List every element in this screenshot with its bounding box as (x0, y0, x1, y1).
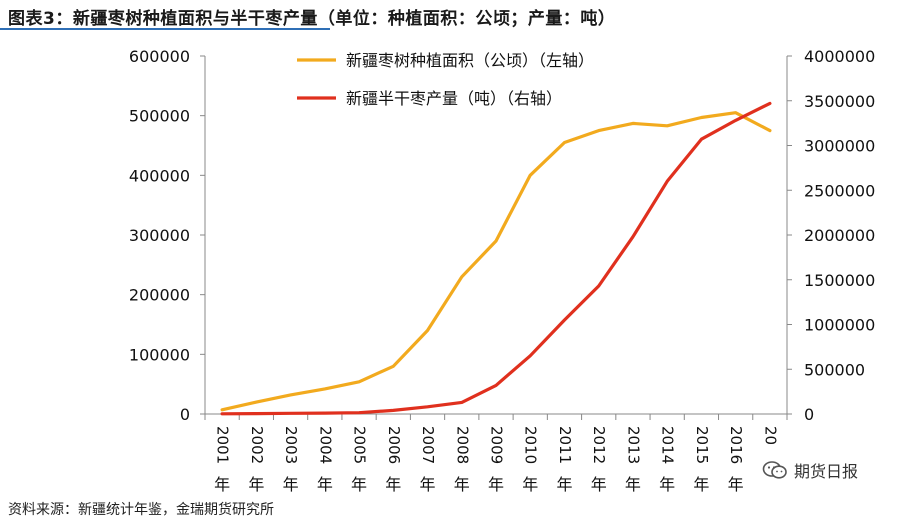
watermark-text: 期货日报 (794, 462, 859, 481)
x-tick-label: 2012 (590, 426, 608, 464)
x-tick-label-unit: 年 (522, 475, 538, 494)
x-tick-label: 2016 (727, 426, 745, 464)
x-tick-label-unit: 年 (385, 475, 401, 494)
x-tick-label: 2005 (351, 426, 369, 464)
x-tick-label: 2010 (522, 426, 540, 464)
source-note: 资料来源：新疆统计年鉴，金瑞期货研究所 (8, 502, 274, 518)
x-tick-label: 2004 (316, 426, 334, 464)
x-tick-label-unit: 年 (248, 475, 264, 494)
x-tick-label-unit: 年 (488, 475, 504, 494)
x-tick-label-unit: 年 (693, 475, 709, 494)
planting-area-series-line (220, 111, 772, 412)
y-left-tick-label: 200000 (129, 286, 190, 305)
legend-label: 新疆半干枣产量（吨）（右轴） (346, 89, 562, 108)
x-tick-label: 2009 (488, 426, 506, 464)
x-tick-label: 2003 (282, 426, 300, 464)
x-tick-label: 2015 (693, 426, 711, 464)
legend-label: 新疆枣树种植面积（公顷）（左轴） (346, 51, 594, 70)
production-series-line (220, 101, 772, 416)
legend: 新疆枣树种植面积（公顷）（左轴） 新疆半干枣产量（吨）（右轴） (297, 51, 594, 108)
left-axis-ticks: 0 100000 200000 300000 400000 500000 600000 (129, 47, 205, 424)
x-tick-label-unit: 年 (351, 475, 367, 494)
y-left-tick-label: 100000 (129, 345, 190, 364)
right-axis-ticks: 0 500000 1000000 1500000 2000000 2500000 30000… (787, 47, 875, 424)
x-tick-label-unit: 年 (556, 475, 572, 494)
chart-title: 图表3：新疆枣树种植面积与半干枣产量（单位：种植面积：公顷；产量：吨） (8, 9, 616, 29)
x-tick-label-unit: 年 (214, 475, 230, 494)
x-tick-label-unit: 年 (420, 475, 436, 494)
x-tick-label: 20 (761, 426, 779, 445)
title-underline (0, 28, 330, 30)
x-tick-label: 2014 (659, 426, 677, 464)
x-tick-label: 2002 (248, 426, 266, 464)
x-tick-label-unit: 年 (728, 475, 744, 494)
y-right-tick-label: 1500000 (804, 271, 875, 290)
y-right-tick-label: 2500000 (804, 181, 875, 200)
x-tick-label: 2001 (214, 426, 232, 464)
x-tick-label-unit: 年 (591, 475, 607, 494)
y-left-tick-label: 400000 (129, 166, 190, 185)
series-lines (220, 101, 772, 416)
x-tick-label: 2011 (556, 426, 574, 464)
y-left-tick-label: 600000 (129, 47, 190, 66)
x-tick-label: 2007 (419, 426, 437, 464)
x-tick-label: 2013 (624, 426, 642, 464)
y-right-tick-label: 0 (804, 405, 814, 424)
y-right-tick-label: 1000000 (804, 316, 875, 335)
x-axis-ticks: 2001 年 2002 年 2003 年 2004 年 2005 年 2006 年 2007 年 2008 年… (204, 414, 788, 494)
y-left-tick-label: 0 (180, 405, 190, 424)
y-right-tick-label: 2000000 (804, 226, 875, 245)
wechat-icon (762, 461, 787, 479)
x-tick-label-unit: 年 (454, 475, 470, 494)
y-right-tick-label: 3500000 (804, 92, 875, 111)
y-right-tick-label: 3000000 (804, 137, 875, 156)
watermark: 期货日报 (762, 458, 858, 482)
x-tick-label-unit: 年 (659, 475, 675, 494)
x-tick-label: 2008 (453, 426, 471, 464)
x-tick-label-unit: 年 (283, 475, 299, 494)
axes (204, 56, 788, 415)
y-left-tick-label: 300000 (129, 226, 190, 245)
y-right-tick-label: 4000000 (804, 47, 875, 66)
y-left-tick-label: 500000 (129, 107, 190, 126)
y-right-tick-label: 500000 (804, 360, 865, 379)
x-tick-label-unit: 年 (317, 475, 333, 494)
x-tick-label: 2006 (385, 426, 403, 464)
x-tick-label-unit: 年 (625, 475, 641, 494)
